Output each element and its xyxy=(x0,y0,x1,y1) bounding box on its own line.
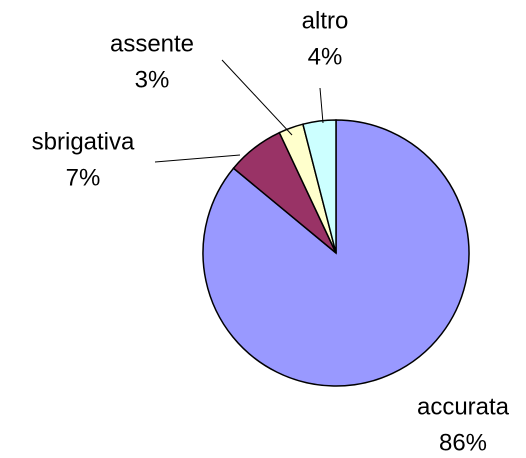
leader-line xyxy=(154,154,241,163)
pie-slice xyxy=(302,119,337,254)
slice-value-label: 4% xyxy=(308,43,343,70)
slice-label: accurata xyxy=(417,393,510,420)
leader-line xyxy=(221,59,293,136)
slice-value-label: 86% xyxy=(439,429,487,456)
slice-label: sbrigativa xyxy=(32,128,135,155)
slice-value-label: 3% xyxy=(135,66,170,93)
slice-value-label: 7% xyxy=(66,164,101,191)
slice-label: altro xyxy=(302,7,349,34)
leader-line xyxy=(319,87,324,124)
slice-label: assente xyxy=(110,30,194,57)
